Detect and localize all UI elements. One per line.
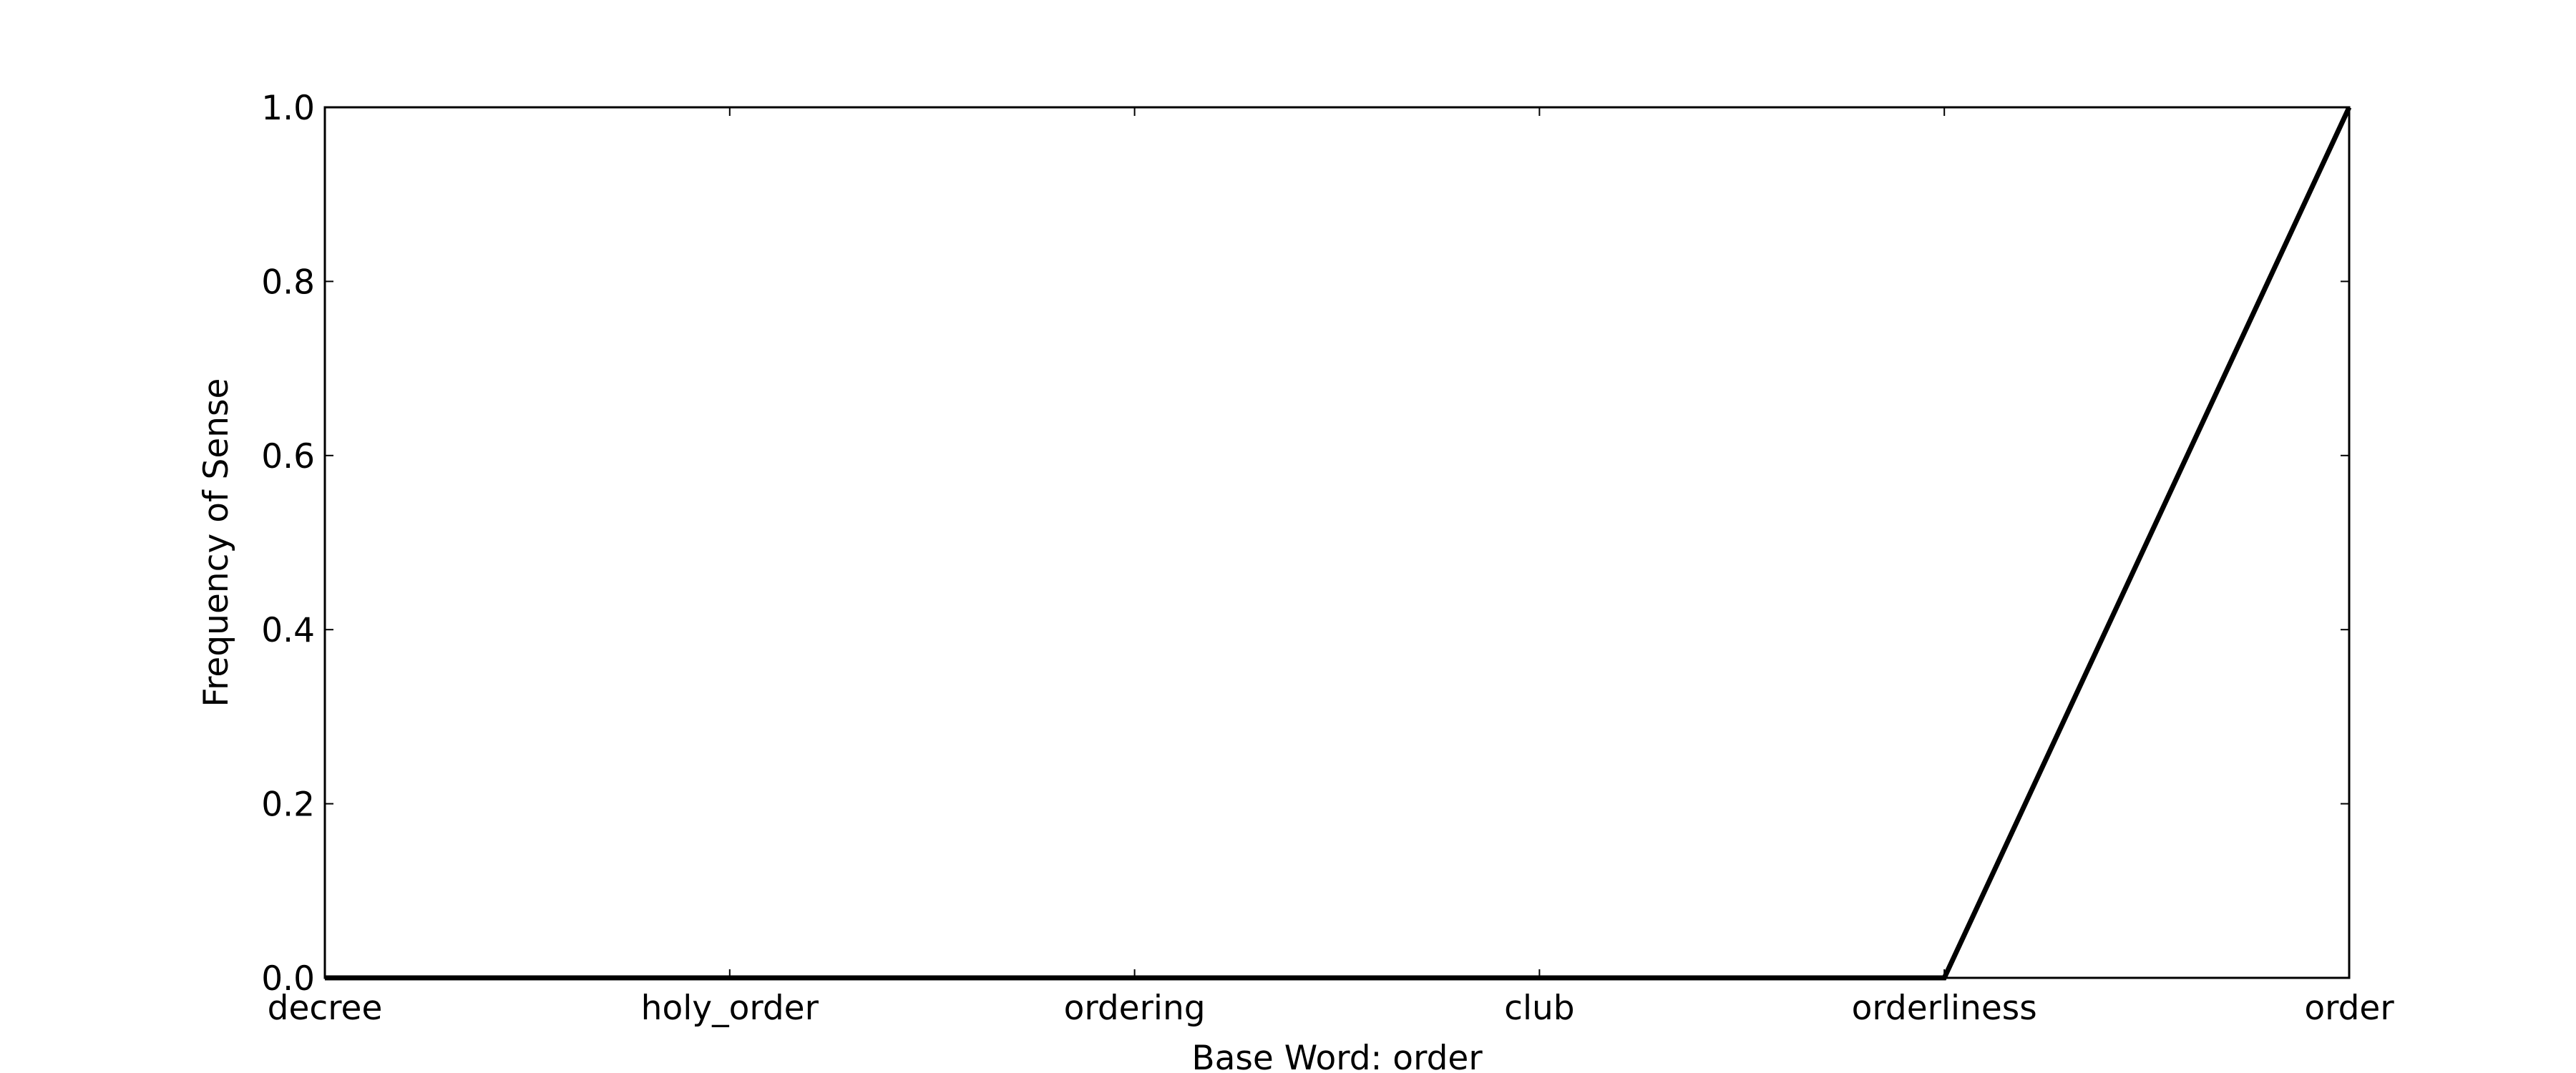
y-tick-label: 0.8 <box>261 263 315 302</box>
y-tick-label: 0.6 <box>261 437 315 476</box>
y-axis-ticks: 0.0 0.2 0.4 0.6 0.8 1.0 <box>261 89 2349 999</box>
y-tick-label: 0.4 <box>261 611 315 650</box>
x-tick-label-orderliness: orderliness <box>1852 989 2037 1028</box>
y-tick-label: 0.0 <box>261 959 315 999</box>
axes-frame <box>323 106 2351 979</box>
x-axis-ticks: decree holy_order ordering club orderliness o… <box>268 107 2394 1028</box>
x-tick-label-order: order <box>2304 989 2394 1028</box>
x-tick-label-decree: decree <box>268 989 383 1028</box>
x-tick-label-holy-order: holy_order <box>641 989 819 1028</box>
y-axis-label: Frequency of Sense <box>197 378 236 707</box>
x-tick-label-ordering: ordering <box>1064 989 1206 1028</box>
y-tick-label: 1.0 <box>261 89 315 128</box>
x-axis-label: Base Word: order <box>1191 1039 1483 1073</box>
x-tick-label-club: club <box>1504 989 1575 1028</box>
y-tick-label: 0.2 <box>261 785 315 825</box>
